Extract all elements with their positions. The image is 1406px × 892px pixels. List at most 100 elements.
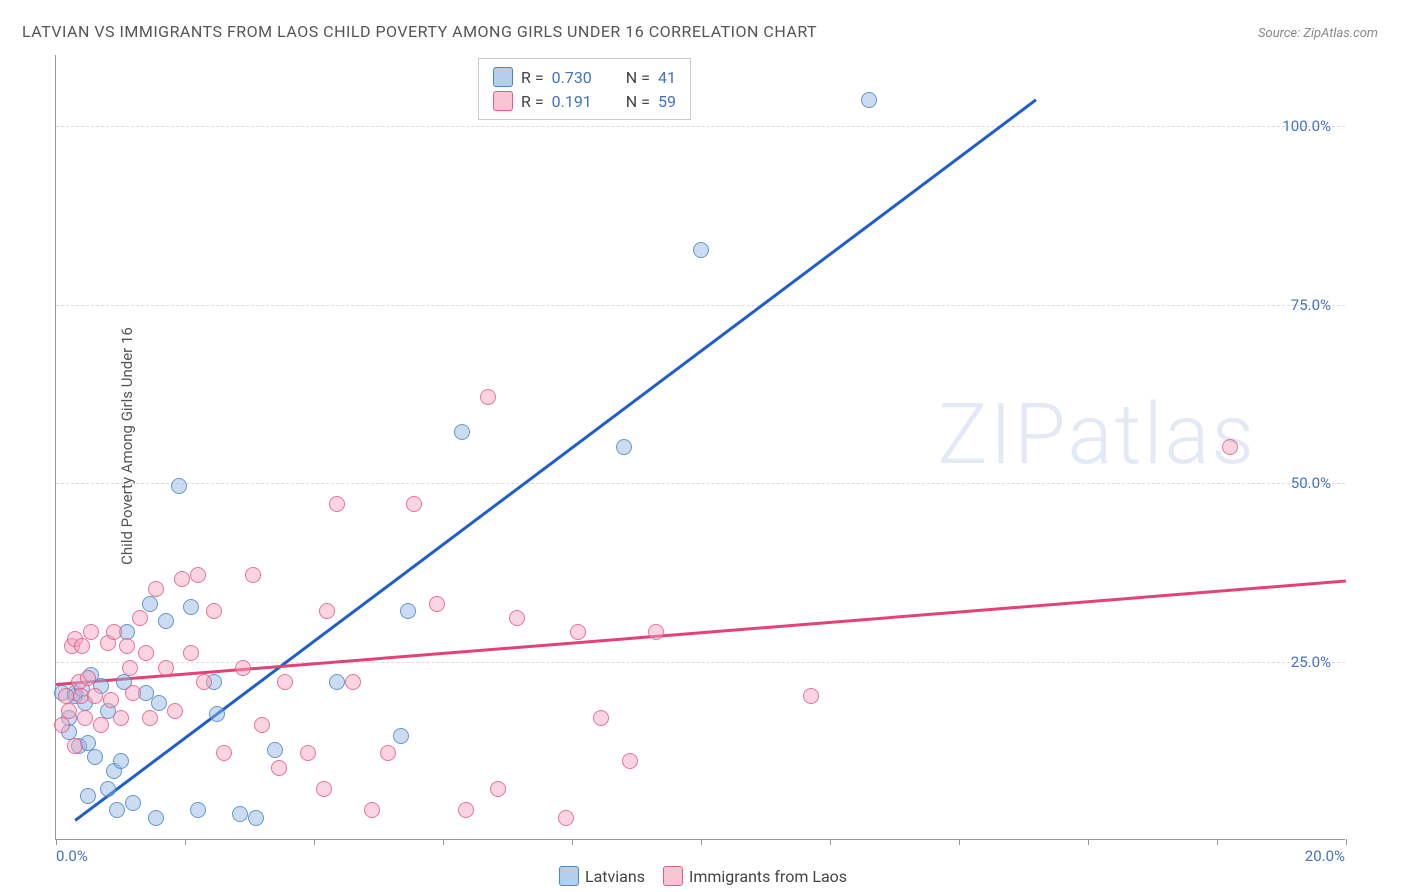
data-point-latvians bbox=[400, 603, 416, 619]
y-tick-label: 50.0% bbox=[1291, 474, 1331, 492]
data-point-laos bbox=[329, 496, 345, 512]
x-tick bbox=[1088, 839, 1089, 845]
legend-label: Immigrants from Laos bbox=[689, 867, 847, 886]
data-point-laos bbox=[67, 738, 83, 754]
data-point-laos bbox=[167, 703, 183, 719]
data-point-latvians bbox=[329, 674, 345, 690]
data-point-laos bbox=[429, 596, 445, 612]
data-point-laos bbox=[458, 802, 474, 818]
gridline bbox=[56, 305, 1345, 306]
n-label: N = bbox=[626, 68, 650, 87]
data-point-laos bbox=[558, 810, 574, 826]
r-label: R = bbox=[521, 92, 544, 111]
n-label: N = bbox=[626, 92, 650, 111]
data-point-laos bbox=[364, 802, 380, 818]
data-point-latvians bbox=[87, 749, 103, 765]
data-point-latvians bbox=[267, 742, 283, 758]
data-point-laos bbox=[119, 638, 135, 654]
data-point-laos bbox=[1222, 439, 1238, 455]
data-point-latvians bbox=[171, 478, 187, 494]
x-tick bbox=[830, 839, 831, 845]
x-tick-label: 20.0% bbox=[1305, 847, 1345, 865]
data-point-laos bbox=[77, 710, 93, 726]
data-point-laos bbox=[138, 645, 154, 661]
data-point-laos bbox=[622, 753, 638, 769]
x-tick bbox=[314, 839, 315, 845]
n-value: 41 bbox=[658, 68, 676, 87]
data-point-laos bbox=[271, 760, 287, 776]
data-point-laos bbox=[245, 567, 261, 583]
data-point-laos bbox=[80, 670, 96, 686]
legend-swatch bbox=[493, 67, 513, 87]
y-tick-label: 100.0% bbox=[1282, 117, 1331, 135]
plot-area: 25.0%50.0%75.0%100.0%0.0%20.0% bbox=[55, 55, 1345, 840]
data-point-laos bbox=[593, 710, 609, 726]
x-tick bbox=[572, 839, 573, 845]
x-tick bbox=[1217, 839, 1218, 845]
data-point-laos bbox=[132, 610, 148, 626]
gridline bbox=[56, 126, 1345, 127]
data-point-latvians bbox=[248, 810, 264, 826]
data-point-laos bbox=[490, 781, 506, 797]
data-point-latvians bbox=[861, 92, 877, 108]
data-point-laos bbox=[216, 745, 232, 761]
data-point-laos bbox=[54, 717, 70, 733]
source-attribution: Source: ZipAtlas.com bbox=[1258, 26, 1378, 41]
data-point-laos bbox=[122, 660, 138, 676]
data-point-latvians bbox=[190, 802, 206, 818]
legend-swatch bbox=[493, 91, 513, 111]
data-point-laos bbox=[570, 624, 586, 640]
data-point-latvians bbox=[142, 596, 158, 612]
y-tick-label: 25.0% bbox=[1291, 653, 1331, 671]
data-point-laos bbox=[148, 581, 164, 597]
data-point-latvians bbox=[113, 753, 129, 769]
data-point-laos bbox=[480, 389, 496, 405]
data-point-laos bbox=[106, 624, 122, 640]
data-point-laos bbox=[319, 603, 335, 619]
data-point-laos bbox=[196, 674, 212, 690]
data-point-laos bbox=[190, 567, 206, 583]
r-label: R = bbox=[521, 68, 544, 87]
data-point-latvians bbox=[393, 728, 409, 744]
x-tick bbox=[443, 839, 444, 845]
legend-row-latvians: R =0.730N =41 bbox=[493, 65, 676, 89]
data-point-laos bbox=[83, 624, 99, 640]
data-point-laos bbox=[174, 571, 190, 587]
data-point-latvians bbox=[183, 599, 199, 615]
legend-item-latvians: Latvians bbox=[559, 866, 645, 886]
data-point-laos bbox=[103, 692, 119, 708]
data-point-latvians bbox=[693, 242, 709, 258]
legend-swatch-pink bbox=[663, 866, 683, 886]
x-tick bbox=[1346, 839, 1347, 845]
data-point-laos bbox=[206, 603, 222, 619]
data-point-latvians bbox=[125, 795, 141, 811]
data-point-laos bbox=[648, 624, 664, 640]
data-point-latvians bbox=[158, 613, 174, 629]
legend-row-laos: R =0.191N =59 bbox=[493, 89, 676, 113]
x-tick bbox=[701, 839, 702, 845]
data-point-laos bbox=[509, 610, 525, 626]
data-point-laos bbox=[254, 717, 270, 733]
series-legend: Latvians Immigrants from Laos bbox=[559, 866, 847, 886]
data-point-laos bbox=[87, 688, 103, 704]
y-tick-label: 75.0% bbox=[1291, 296, 1331, 314]
data-point-latvians bbox=[109, 802, 125, 818]
data-point-latvians bbox=[148, 810, 164, 826]
data-point-laos bbox=[803, 688, 819, 704]
x-tick bbox=[56, 839, 57, 845]
data-point-laos bbox=[142, 710, 158, 726]
legend-label: Latvians bbox=[585, 867, 645, 886]
chart-title: LATVIAN VS IMMIGRANTS FROM LAOS CHILD PO… bbox=[22, 22, 817, 41]
data-point-laos bbox=[277, 674, 293, 690]
data-point-latvians bbox=[232, 806, 248, 822]
correlation-legend: R =0.730N =41R =0.191N =59 bbox=[478, 58, 691, 120]
data-point-latvians bbox=[100, 781, 116, 797]
data-point-laos bbox=[345, 674, 361, 690]
data-point-latvians bbox=[454, 424, 470, 440]
data-point-laos bbox=[300, 745, 316, 761]
data-point-latvians bbox=[209, 706, 225, 722]
data-point-laos bbox=[125, 685, 141, 701]
x-tick bbox=[185, 839, 186, 845]
data-point-laos bbox=[61, 703, 77, 719]
data-point-laos bbox=[380, 745, 396, 761]
